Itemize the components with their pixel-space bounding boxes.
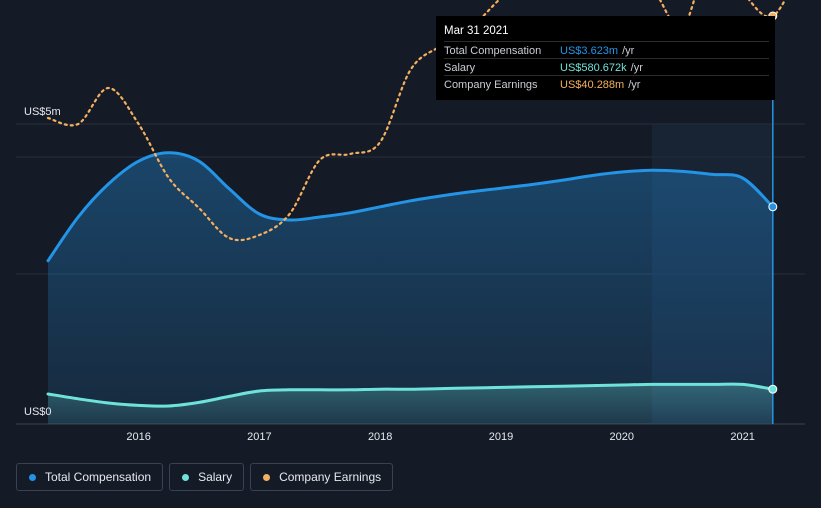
legend-item-company-earnings[interactable]: Company Earnings	[250, 463, 394, 491]
tooltip-row-salary: Salary US$580.672k/yr	[444, 58, 769, 76]
x-tick-label: 2017	[247, 431, 272, 443]
tooltip-date: Mar 31 2021	[444, 25, 509, 37]
series-layer	[46, 0, 787, 425]
x-tick-label: 2019	[488, 431, 514, 443]
y-tick-label-max: US$5m	[24, 106, 61, 118]
legend-item-salary[interactable]: Salary	[169, 463, 245, 491]
tooltip-row-label: Total Compensation	[444, 45, 542, 57]
x-tick-label: 2020	[609, 431, 635, 443]
total-compensation-area	[48, 152, 773, 425]
tooltip-row-total-compensation: Total Compensation US$3.623m/yr	[444, 41, 769, 59]
legend: Total Compensation Salary Company Earnin…	[16, 463, 394, 491]
salary-area	[48, 384, 773, 424]
legend-dot-icon	[29, 473, 36, 481]
salary-marker	[768, 384, 778, 394]
total-compensation-line	[46, 151, 775, 263]
total-compensation-marker	[768, 202, 778, 212]
legend-label: Salary	[198, 470, 233, 484]
legend-label: Total Compensation	[45, 470, 152, 484]
legend-dot-icon	[182, 473, 190, 481]
tooltip-row-value: US$580.672k/yr	[560, 62, 643, 74]
legend-dot-icon	[263, 473, 271, 481]
marker-layer	[768, 11, 778, 394]
tooltip-row-company-earnings: Company Earnings US$40.288m/yr	[444, 75, 769, 93]
legend-label: Company Earnings	[279, 470, 382, 484]
x-tick-label: 2021	[730, 431, 755, 443]
x-tick-label: 2016	[126, 431, 151, 443]
legend-item-total-compensation[interactable]: Total Compensation	[16, 463, 164, 491]
salary-line	[46, 382, 775, 408]
y-tick-label-min: US$0	[24, 406, 52, 418]
tooltip-row-label: Company Earnings	[444, 79, 538, 91]
tooltip-row-value: US$40.288m/yr	[560, 79, 641, 91]
tooltip-row-label: Salary	[444, 62, 476, 74]
tooltip: Mar 31 2021 Total Compensation US$3.623m…	[436, 16, 775, 100]
x-tick-label: 2018	[367, 431, 393, 443]
tooltip-row-value: US$3.623m/yr	[560, 45, 635, 57]
company-earnings-line	[46, 0, 787, 242]
